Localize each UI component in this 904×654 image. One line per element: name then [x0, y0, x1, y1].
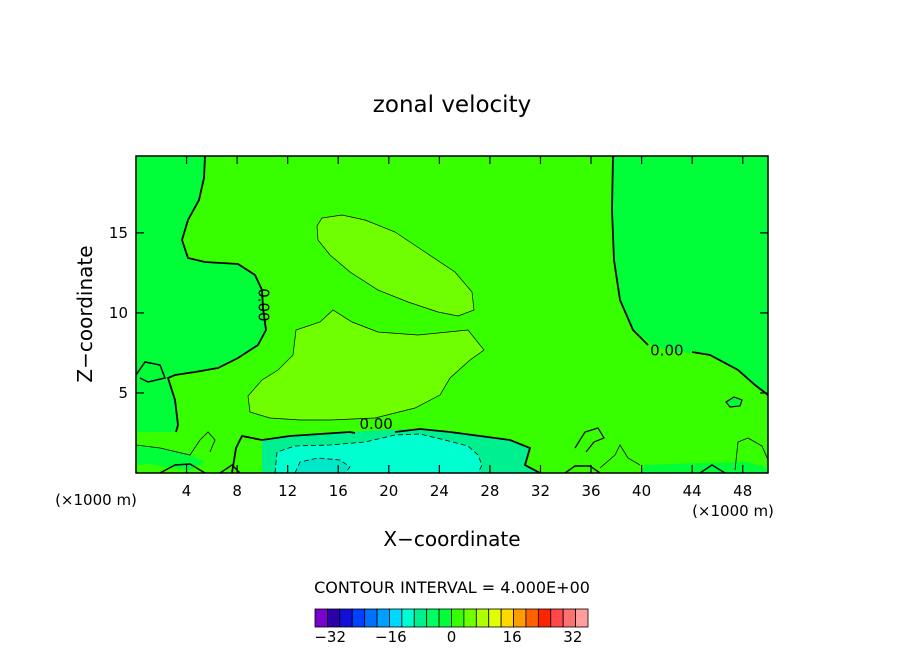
x-tick-label: 12: [278, 482, 297, 500]
colorbar-swatch: [488, 608, 502, 628]
x-tick-label: 20: [379, 482, 398, 500]
x-unit-right: (×1000 m): [692, 502, 774, 520]
chart-title: zonal velocity: [373, 92, 531, 118]
contour-interval-text: CONTOUR INTERVAL = 4.000E+00: [314, 578, 590, 597]
colorbar-swatch: [550, 608, 564, 628]
region-0-4-bottom-right: [640, 462, 768, 473]
x-tick-label: 48: [733, 482, 752, 500]
x-axis-label: X−coordinate: [383, 527, 520, 551]
y-axis-ticks: 5 10 15: [109, 224, 768, 402]
small-contour-5: [159, 463, 726, 473]
colorbar-tick-label: 0: [447, 628, 457, 646]
y-axis-label: Z−coordinate: [73, 245, 97, 382]
x-tick-label: 24: [430, 482, 449, 500]
colorbar-tick-label: 16: [503, 628, 522, 646]
colorbar-swatch: [314, 608, 328, 628]
x-axis-ticks: 4 8 12 16 20 24 28 32 36 40 44 48: [182, 156, 752, 500]
small-contour-3: [599, 444, 641, 469]
contour-label-group: 0.00: [359, 415, 392, 433]
region-0-4-left: [136, 156, 266, 432]
contour-label: 0.00: [254, 288, 272, 321]
colorbar-swatch: [463, 608, 477, 628]
colorbar-tick-labels: −32 −16 0 16 32: [314, 628, 582, 646]
contour-label: 0.00: [650, 341, 683, 359]
contour-labels: 0.00 0.00 0.00: [254, 288, 683, 433]
plot-area: [136, 156, 768, 473]
x-tick-label: 8: [232, 482, 242, 500]
region-4-8-upper: [316, 214, 475, 317]
x-tick-label: 36: [581, 482, 600, 500]
plot-frame: [135, 155, 769, 474]
colorbar-swatch: [475, 608, 490, 628]
small-contour-1: [725, 396, 743, 408]
y-tick-label: 5: [118, 384, 128, 402]
colorbar-swatch: [513, 608, 527, 628]
colorbar-tick-label: −16: [375, 628, 407, 646]
colorbar-swatch: [426, 608, 440, 628]
colorbar-swatch: [339, 608, 353, 628]
x-tick-label: 44: [683, 482, 702, 500]
zero-contour-right-2: [691, 351, 768, 396]
region-4-8-middle: [247, 309, 485, 421]
x-tick-label: 28: [480, 482, 499, 500]
x-tick-label: 40: [632, 482, 651, 500]
contour-label-group: 0.00: [650, 341, 683, 359]
colorbar-swatch: [364, 608, 378, 628]
y-tick-label: 15: [109, 224, 128, 242]
colorbar-swatch: [438, 608, 452, 628]
colorbar-swatch: [562, 608, 576, 628]
colorbar-swatch: [327, 608, 341, 628]
colorbar-swatch: [575, 608, 589, 628]
colorbar-swatch: [537, 608, 552, 628]
contour-label: 0.00: [359, 415, 392, 433]
x-tick-label: 32: [531, 482, 550, 500]
small-contour-2: [574, 427, 605, 453]
region-minus12-minus8-bottom: [294, 457, 351, 473]
x-tick-label: 4: [182, 482, 192, 500]
colorbar-swatch: [389, 608, 403, 628]
region-0-4-right: [612, 156, 768, 395]
y-tick-label: 10: [109, 304, 128, 322]
contour-label-group: 0.00: [254, 288, 272, 321]
small-contour-4: [734, 437, 768, 471]
colorbar-swatch: [351, 608, 366, 628]
zero-contour-right: [611, 156, 649, 346]
colorbar-swatch: [451, 608, 465, 628]
x-tick-label: 16: [329, 482, 348, 500]
colorbar-swatch: [500, 608, 514, 628]
colorbar-tick-label: 32: [563, 628, 582, 646]
colorbar-tick-label: −32: [314, 628, 346, 646]
zero-contour-left: [166, 156, 267, 433]
x-unit-left: (×1000 m): [55, 491, 137, 509]
colorbar-swatch: [376, 608, 390, 628]
small-contour-6: [136, 431, 216, 456]
zero-contour-bottom: [231, 431, 356, 473]
zero-contour-left-lower: [136, 361, 167, 383]
colorbar-swatch: [525, 608, 539, 628]
colorbar-swatch: [413, 608, 428, 628]
colorbar: [314, 608, 589, 628]
zero-contour-bottom-right: [394, 428, 541, 473]
colorbar-swatch: [401, 608, 415, 628]
